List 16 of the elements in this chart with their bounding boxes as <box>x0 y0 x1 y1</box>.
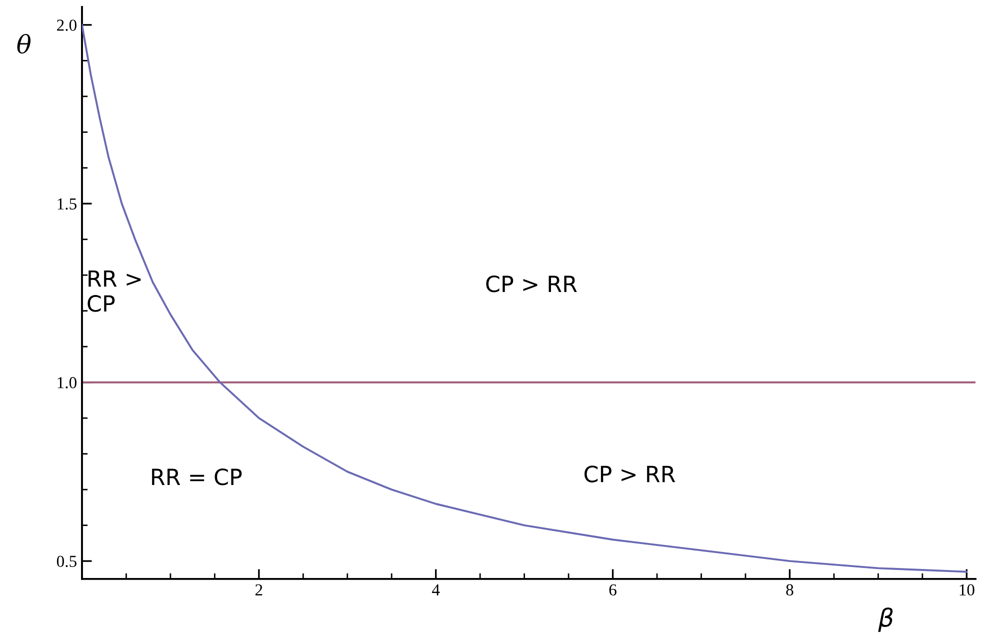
x-tick-label: 2 <box>255 584 262 596</box>
x-tick-label: 10 <box>960 584 974 596</box>
y-tick-label: 1.5 <box>58 198 76 210</box>
y-tick-label: 1.0 <box>58 377 76 388</box>
annotation: RR > CP <box>88 270 141 312</box>
y-axis-title: θ <box>17 34 31 54</box>
annotation: CP > RR <box>486 275 577 292</box>
x-tick-label: 8 <box>786 584 794 596</box>
x-tick-label: 6 <box>609 584 616 596</box>
x-axis-title: β <box>878 608 893 632</box>
y-tick-label: 2.0 <box>57 20 76 31</box>
annotation: RR = CP <box>152 468 242 486</box>
y-tick-label: 0.5 <box>56 556 76 568</box>
x-tick-label: 4 <box>432 584 440 596</box>
line-series <box>82 24 968 573</box>
annotation: CP > RR <box>584 466 676 482</box>
